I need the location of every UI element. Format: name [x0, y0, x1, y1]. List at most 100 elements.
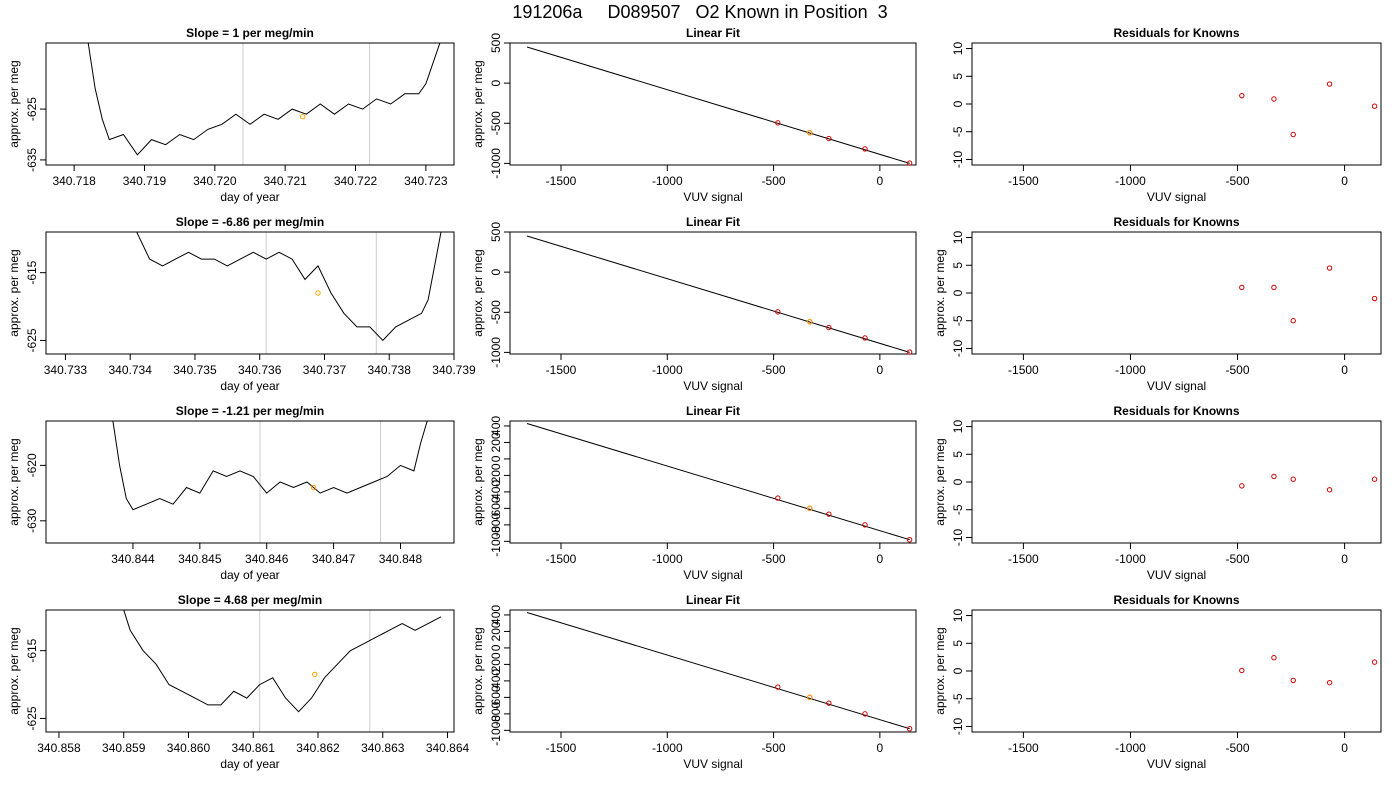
x-axis-label: VUV signal: [1147, 568, 1206, 582]
chart-title: Residuals for Knowns: [1113, 593, 1239, 607]
x-tick-label: 340.863: [361, 741, 405, 755]
x-tick-label: -1000: [652, 741, 683, 755]
data-point: [775, 309, 781, 315]
y-tick-label: -1000: [489, 148, 503, 179]
y-tick-label: 500: [489, 33, 503, 53]
y-tick-label: -5: [951, 504, 965, 515]
x-axis-label: VUV signal: [1147, 757, 1206, 771]
x-tick-label: -1500: [546, 552, 577, 566]
x-tick-label: 0: [1341, 174, 1348, 188]
plot-frame: [45, 42, 455, 166]
data-point: [862, 335, 868, 341]
x-tick-label: -500: [1226, 741, 1250, 755]
data-point: [906, 537, 913, 543]
y-tick-label: -620: [25, 453, 39, 477]
figure-title: 191206a D089507 O2 Known in Position 3: [512, 2, 888, 22]
x-axis-label: VUV signal: [683, 757, 742, 771]
x-tick-label: -1000: [1115, 552, 1146, 566]
x-tick-label: 340.845: [178, 552, 222, 566]
x-tick-label: 0: [1341, 363, 1348, 377]
chart-title: Linear Fit: [686, 404, 740, 418]
data-point: [906, 160, 913, 166]
data-point: [826, 700, 832, 706]
y-tick-label: -615: [25, 260, 39, 284]
series-line: [112, 421, 428, 511]
x-tick-label: 340.844: [111, 552, 155, 566]
plot-frame: [45, 420, 455, 544]
y-tick-label: -630: [25, 508, 39, 532]
chart-title: Residuals for Knowns: [1113, 26, 1239, 40]
highlight-point: [807, 694, 813, 701]
x-tick-label: -1500: [546, 174, 577, 188]
y-tick-label: 5: [951, 451, 965, 458]
plot-frame: [509, 609, 917, 733]
data-point: [1326, 487, 1333, 493]
y-tick-label: 10: [951, 609, 965, 623]
y-axis-label: approx. per meg: [7, 249, 21, 336]
y-tick-label: 0: [951, 667, 965, 674]
data-point: [1271, 96, 1277, 102]
y-tick-label: 400: [489, 605, 503, 625]
y-axis-label: approx. per meg: [933, 627, 947, 714]
y-tick-label: -635: [25, 148, 39, 172]
y-axis-label: approx. per meg: [7, 60, 21, 147]
x-tick-label: -500: [1226, 552, 1250, 566]
y-tick-label: -400: [489, 480, 503, 504]
plot-frame: [971, 231, 1382, 355]
fit-line: [526, 611, 910, 730]
x-tick-label: -500: [762, 552, 786, 566]
y-tick-label: -200: [489, 652, 503, 676]
x-tick-label: -1500: [546, 741, 577, 755]
y-axis-label: approx. per meg: [7, 627, 21, 714]
x-tick-label: -1500: [1008, 363, 1039, 377]
x-tick-label: -1000: [1115, 363, 1146, 377]
data-point: [862, 146, 868, 152]
x-tick-label: 340.864: [426, 741, 470, 755]
x-tick-label: 340.738: [368, 363, 412, 377]
data-point: [1371, 476, 1378, 482]
series-line: [123, 610, 442, 713]
y-tick-label: -400: [489, 669, 503, 693]
highlight-point: [312, 671, 318, 678]
x-tick-label: 340.737: [303, 363, 347, 377]
y-tick-label: 0: [951, 100, 965, 107]
chart-title: Linear Fit: [686, 215, 740, 229]
data-point: [906, 349, 913, 355]
highlight-point: [807, 318, 813, 325]
series-line: [136, 232, 442, 342]
x-tick-label: 0: [877, 174, 884, 188]
plot-frame: [509, 42, 917, 166]
y-tick-label: 10: [951, 231, 965, 245]
y-tick-label: -500: [489, 300, 503, 324]
y-tick-label: -625: [25, 706, 39, 730]
y-tick-label: -800: [489, 513, 503, 537]
x-tick-label: -1000: [652, 174, 683, 188]
data-point: [1239, 483, 1245, 489]
chart-title: Slope = 4.68 per meg/min: [178, 593, 322, 607]
data-point: [1326, 679, 1333, 686]
y-tick-label: 400: [489, 416, 503, 436]
data-point: [1326, 265, 1333, 271]
chart-title: Residuals for Knowns: [1113, 215, 1239, 229]
y-tick-label: 5: [951, 640, 965, 647]
x-tick-label: -1500: [1008, 741, 1039, 755]
x-tick-label: 340.733: [44, 363, 88, 377]
y-tick-label: -5: [951, 693, 965, 704]
x-tick-label: -500: [762, 174, 786, 188]
y-axis-label: approx. per meg: [933, 249, 947, 336]
x-tick-label: 340.859: [102, 741, 146, 755]
x-tick-label: -500: [762, 363, 786, 377]
y-tick-label: -10: [951, 717, 965, 735]
series-line: [87, 43, 441, 156]
y-tick-label: -5: [951, 126, 965, 137]
y-tick-label: -1000: [489, 337, 503, 368]
y-axis-label: approx. per meg: [471, 627, 485, 714]
x-tick-label: 340.720: [193, 174, 237, 188]
y-axis-label: approx. per meg: [471, 249, 485, 336]
data-point: [1371, 659, 1378, 665]
x-axis-label: VUV signal: [683, 190, 742, 204]
x-tick-label: 340.862: [296, 741, 340, 755]
data-point: [1326, 81, 1333, 87]
